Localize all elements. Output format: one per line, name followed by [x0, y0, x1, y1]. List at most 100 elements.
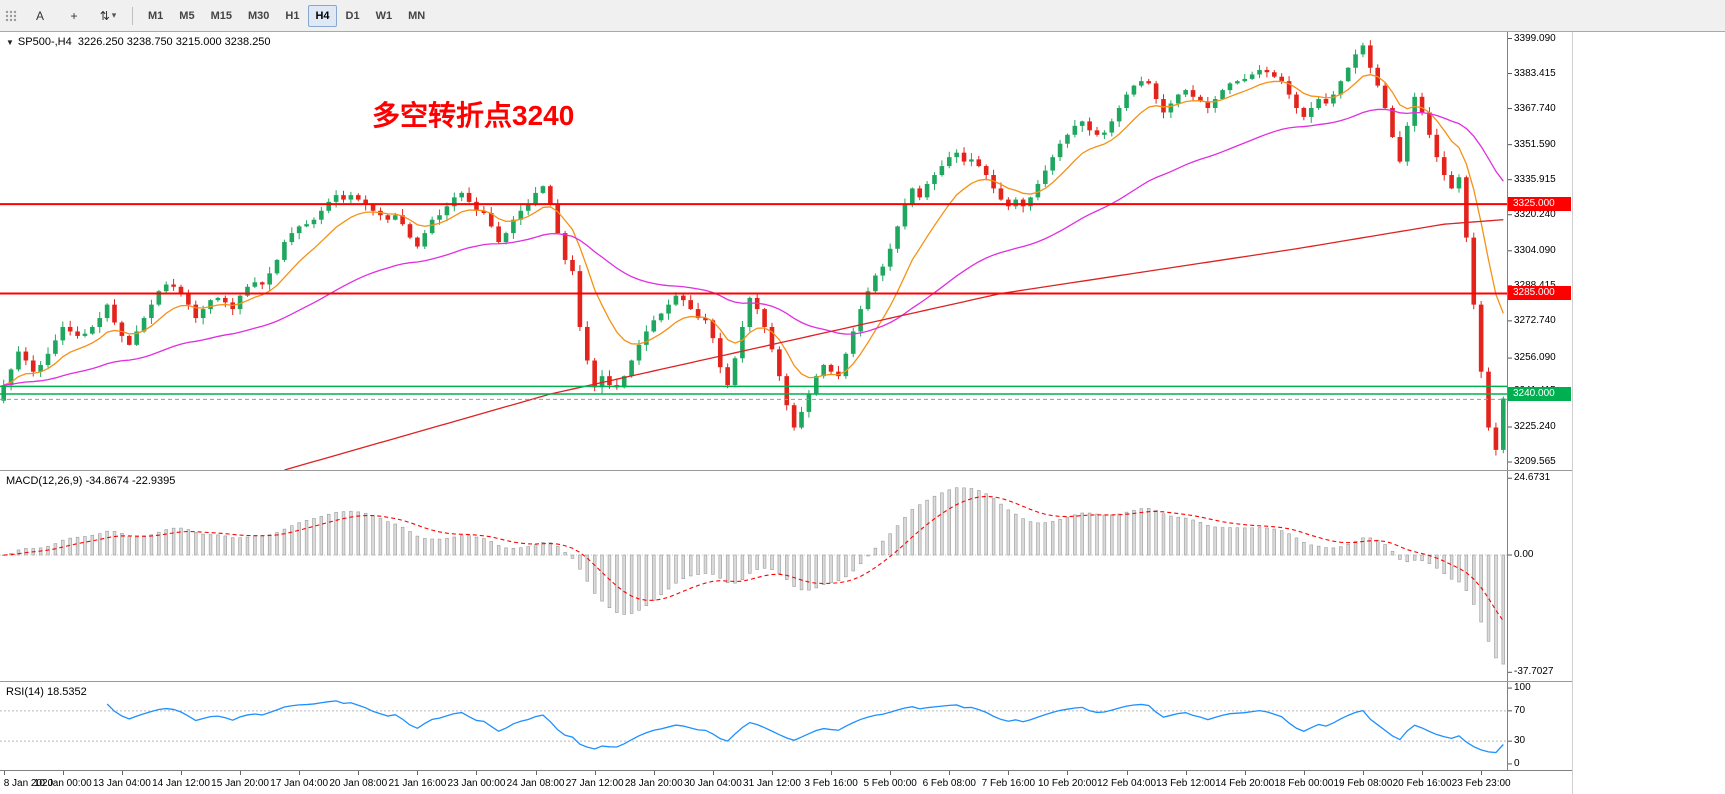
time-axis-tick: [299, 771, 301, 775]
timeframe-h1-button[interactable]: H1: [285, 9, 300, 22]
time-axis-label: 27 Jan 12:00: [565, 778, 624, 789]
time-axis-label: 24 Jan 08:00: [506, 778, 565, 789]
time-axis-tick: [1422, 771, 1424, 775]
time-axis-label: 28 Jan 20:00: [624, 778, 683, 789]
chart-window: 3325.000 3285.000 3240.000 3399.090 3383.415…: [0, 32, 1573, 794]
price-line-badge: 3240.000: [1508, 387, 1571, 402]
time-axis-tick: [1185, 771, 1187, 775]
time-axis-label: 23 Feb 23:00: [1451, 778, 1511, 789]
price-axis-label: 3288.415: [1514, 279, 1556, 291]
rsi-panel: 100 70 30 0 RSI(14) 18.5352: [0, 682, 1572, 770]
time-axis-tick: [1008, 771, 1010, 775]
time-axis-label: 31 Jan 12:00: [743, 778, 801, 789]
time-axis-label: 20 Jan 08:00: [329, 778, 388, 789]
macd-label: MACD(12,26,9) -34.8674 -22.9395: [6, 475, 176, 487]
timeframe-m1-button[interactable]: M1: [148, 9, 164, 22]
time-axis-label: 13 Jan 04:00: [92, 778, 151, 789]
timeframe-h4-button[interactable]: H4: [308, 4, 337, 27]
time-axis-tick: [890, 771, 892, 775]
price-axis-label: 3335.915: [1514, 173, 1556, 185]
time-axis-label: 5 Feb 00:00: [863, 778, 917, 789]
panel-separator[interactable]: [0, 681, 1572, 682]
time-axis-label: 23 Jan 00:00: [447, 778, 506, 789]
time-axis-label: 15 Jan 20:00: [211, 778, 269, 789]
macd-axis-label: 0.00: [1514, 549, 1534, 560]
chart-menu-icon[interactable]: ▼: [6, 38, 14, 47]
main-chart-canvas[interactable]: [0, 32, 1572, 470]
toolbar-separator: [132, 6, 133, 25]
macd-axis[interactable]: 24.6731 0.00 -37.7027: [1507, 471, 1572, 681]
macd-canvas[interactable]: [0, 471, 1572, 681]
timeframe-m5-button[interactable]: M5: [179, 9, 195, 22]
objects-tool-button[interactable]: ⇅ ▾: [99, 8, 117, 23]
crosshair-tool-button[interactable]: +: [70, 8, 78, 23]
price-axis-label: 3320.240: [1514, 208, 1556, 220]
drawing-tool-buttons: A + ⇅ ▾: [23, 4, 125, 28]
price-line-badge: 3285.000: [1508, 286, 1571, 301]
price-axis[interactable]: 3325.000 3285.000 3240.000 3399.090 3383.415…: [1507, 32, 1572, 470]
time-axis-tick: [771, 771, 773, 775]
timeframe-d1-button[interactable]: D1: [345, 9, 360, 22]
timeframe-m30-button[interactable]: M30: [247, 9, 270, 22]
time-axis-tick: [476, 771, 478, 775]
time-axis-label: 19 Feb 08:00: [1333, 778, 1393, 789]
rsi-axis[interactable]: 100 70 30 0: [1507, 682, 1572, 770]
rsi-label: RSI(14) 18.5352: [6, 686, 87, 698]
time-axis-tick: [358, 771, 360, 775]
time-axis-tick: [417, 771, 419, 775]
time-axis-label: 6 Feb 08:00: [922, 778, 976, 789]
time-axis-label: 13 Feb 12:00: [1156, 778, 1216, 789]
time-axis-tick: [1067, 771, 1069, 775]
rsi-axis-label: 30: [1514, 735, 1526, 747]
time-axis-label: 7 Feb 16:00: [981, 778, 1036, 789]
chevron-down-icon: ▾: [111, 10, 117, 20]
time-axis-label: 18 Feb 00:00: [1274, 778, 1334, 789]
time-axis[interactable]: 8 Jan 2020 10 Jan 00:00 13 Jan 04:00 14 Jan…: [0, 770, 1572, 794]
rsi-canvas[interactable]: [0, 682, 1572, 770]
timeframe-buttons: M1 M5 M15 M30 H1 H4 D1 W1 MN: [140, 4, 433, 27]
price-axis-label: 3367.740: [1514, 102, 1556, 114]
price-axis-label: 3304.090: [1514, 244, 1556, 256]
ohlc-readout: 3226.250 3238.750 3215.000 3238.250: [77, 36, 271, 48]
time-axis-tick: [535, 771, 537, 775]
price-axis-label: 3256.090: [1514, 352, 1556, 364]
time-axis-tick: [62, 771, 64, 775]
time-axis-tick: [180, 771, 182, 775]
text-tool-button[interactable]: A: [35, 8, 44, 23]
price-axis-label: 3383.415: [1514, 67, 1556, 79]
time-axis-label: 17 Jan 04:00: [270, 778, 329, 789]
time-axis-label: 21 Jan 16:00: [388, 778, 447, 789]
macd-panel: 24.6731 0.00 -37.7027 MACD(12,26,9) -34.86…: [0, 471, 1572, 681]
time-axis-label: 14 Feb 20:00: [1215, 778, 1275, 789]
toolbar: A + ⇅ ▾ M1 M5 M15 M30 H1 H4 D1 W1 MN: [0, 0, 1725, 32]
time-axis-label: 30 Jan 04:00: [683, 778, 742, 789]
time-axis-tick: [949, 771, 951, 775]
time-axis-tick: [1362, 771, 1364, 775]
price-axis-label: 3399.090: [1514, 32, 1556, 44]
price-panel: 3325.000 3285.000 3240.000 3399.090 3383.415…: [0, 32, 1572, 470]
time-axis-tick: [594, 771, 596, 775]
time-axis-label: 10 Jan 00:00: [33, 778, 92, 789]
price-axis-label: 3272.740: [1514, 314, 1556, 326]
rsi-axis-label: 70: [1514, 704, 1526, 716]
time-axis-label: 8 Jan 2020: [3, 778, 54, 789]
time-axis-tick: [712, 771, 714, 775]
time-axis-tick: [1126, 771, 1128, 775]
time-axis-tick: [121, 771, 123, 775]
timeframe-w1-button[interactable]: W1: [375, 9, 393, 22]
price-axis-label: 3225.240: [1514, 421, 1556, 432]
timeframe-m15-button[interactable]: M15: [210, 9, 232, 22]
time-axis-label: 10 Feb 20:00: [1037, 778, 1097, 789]
price-axis-label: 3351.590: [1514, 138, 1556, 150]
symbol-timeframe-label: SP500-,H4: [17, 36, 72, 48]
time-axis-tick: [240, 771, 242, 775]
panel-separator[interactable]: [0, 470, 1572, 471]
chart-title: ▼ SP500-,H4 3226.250 3238.750 3215.000 32…: [6, 36, 271, 48]
time-axis-label: 12 Feb 04:00: [1097, 778, 1157, 789]
time-axis-label: 14 Jan 12:00: [152, 778, 210, 789]
toolbar-drag-handle-icon[interactable]: [5, 9, 17, 23]
chart-annotation-text[interactable]: 多空转折点3240: [372, 100, 575, 131]
time-axis-tick: [1481, 771, 1483, 775]
macd-axis-label: -37.7027: [1514, 666, 1554, 678]
timeframe-mn-button[interactable]: MN: [408, 9, 426, 22]
